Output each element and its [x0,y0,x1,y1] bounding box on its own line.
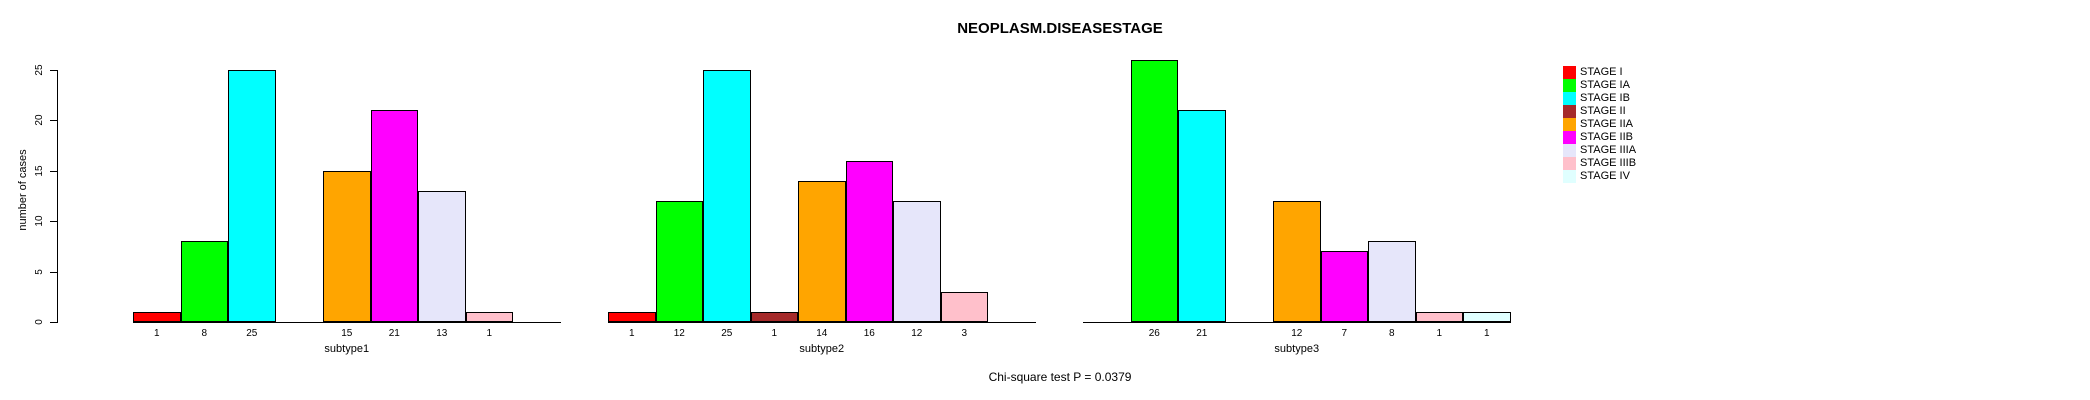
legend-label: STAGE IIA [1580,117,1633,130]
bar-stage-iiib [1415,312,1463,322]
y-tick-label: 10 [34,215,45,227]
legend-swatch-stage-ib [1563,91,1576,105]
legend-label: STAGE IIIB [1580,156,1637,169]
y-tick-mark [50,120,57,122]
x-axis-line [1083,322,1511,323]
bar-stage-i [608,312,656,322]
y-tick-label: 25 [34,64,45,76]
y-tick-label: 20 [34,114,45,126]
x-axis-title: subtype1 [324,343,370,355]
legend-swatch-stage-iiia [1563,143,1576,157]
legend-label: STAGE IIB [1580,130,1633,143]
bar-value-label: 26 [1148,328,1160,339]
x-axis-line [608,322,1036,323]
legend-label: STAGE IB [1580,91,1630,104]
bar-value-label: 12 [911,328,923,339]
bar-stage-iib [1320,251,1368,322]
bar-stage-iiia [418,191,466,322]
bar-value-label: 8 [1388,328,1395,339]
bar-stage-ia [180,241,228,322]
y-tick-label: 0 [34,319,45,325]
bar-stage-iiib [940,292,988,322]
y-tick-mark [50,271,57,273]
legend-label: STAGE IV [1580,169,1630,182]
bar-stage-ib [1178,110,1226,322]
bar-value-label: 1 [486,328,493,339]
legend-swatch-stage-iiib [1563,156,1576,170]
bar-stage-i [133,312,181,322]
legend-label: STAGE IA [1580,78,1630,91]
bar-value-label: 15 [341,328,353,339]
y-tick-label: 15 [34,165,45,177]
legend-swatch-stage-ii [1563,104,1576,118]
bar-value-label: 14 [816,328,828,339]
bar-stage-iia [798,181,846,322]
bar-stage-iiib [465,312,513,322]
bar-value-label: 25 [246,328,258,339]
bar-stage-ii [750,312,798,322]
bar-value-label: 21 [1196,328,1208,339]
bar-stage-iia [1273,201,1321,322]
bar-value-label: 21 [388,328,400,339]
x-axis-title: subtype3 [1274,343,1320,355]
bar-stage-iia [323,171,371,322]
legend-label: STAGE II [1580,104,1626,117]
bar-value-label: 12 [1291,328,1303,339]
bar-value-label: 25 [721,328,733,339]
bar-value-label: 1 [771,328,778,339]
legend-swatch-stage-iib [1563,130,1576,144]
chart-title: NEOPLASM.DISEASESTAGE [957,20,1163,37]
bar-value-label: 1 [628,328,635,339]
y-axis-line [57,70,58,323]
y-tick-label: 5 [34,268,45,275]
bar-stage-ia [1130,60,1178,322]
legend-swatch-stage-iia [1563,117,1576,131]
chart-footnote: Chi-square test P = 0.0379 [988,370,1132,384]
x-axis-line [133,322,561,323]
bar-value-label: 16 [863,328,875,339]
bar-value-label: 1 [1483,328,1490,339]
bar-value-label: 12 [673,328,685,339]
bar-value-label: 8 [201,328,208,339]
bar-stage-iv [1463,312,1511,322]
bar-stage-ib [703,70,751,322]
bar-value-label: 13 [436,328,448,339]
bar-stage-ia [655,201,703,322]
bar-stage-ib [228,70,276,322]
y-tick-mark [50,170,57,172]
legend-swatch-stage-iv [1563,169,1576,183]
legend-label: STAGE IIIA [1580,143,1637,156]
legend-swatch-stage-i [1563,65,1576,79]
y-tick-mark [50,322,57,323]
bar-value-label: 7 [1341,328,1348,339]
bar-value-label: 1 [153,328,160,339]
bar-value-label: 3 [961,328,968,339]
bar-stage-iib [845,161,893,322]
legend-swatch-stage-ia [1563,78,1576,92]
bar-stage-iiia [893,201,941,322]
x-axis-title: subtype2 [799,343,845,355]
legend-label: STAGE I [1580,65,1623,78]
bar-stage-iiia [1368,241,1416,322]
bar-stage-iib [370,110,418,322]
y-axis-label: number of cases [17,149,29,231]
bar-value-label: 1 [1436,328,1443,339]
y-tick-mark [50,221,57,223]
y-tick-mark [50,70,57,71]
